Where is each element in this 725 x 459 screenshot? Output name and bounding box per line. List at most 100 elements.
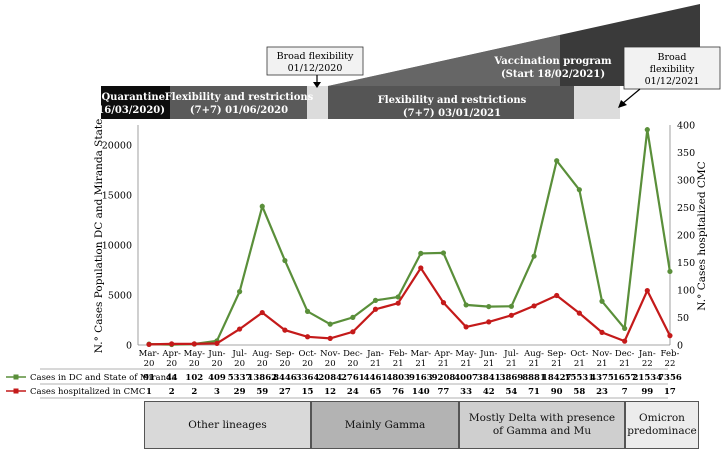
series-point-hospitalized	[508, 312, 514, 318]
table-cell: 23	[596, 387, 608, 397]
series-point-hospitalized	[146, 341, 152, 348]
x-tick-month: Jul-	[503, 349, 519, 359]
flex1-label-1: Flexibility and restrictions	[165, 92, 314, 103]
quarantine-label-2: (16/03/2020)	[93, 105, 165, 116]
table-cell: 4007	[454, 373, 478, 383]
x-tick-year: 20	[144, 359, 155, 369]
table-cell: 24	[347, 387, 359, 397]
table-cell: 8446	[273, 373, 297, 383]
data-table: Cases in DC and State of Miranda Cases h…	[6, 368, 668, 399]
series-point-hospitalized	[214, 340, 220, 346]
series-point-hospitalized	[395, 300, 401, 306]
y-tick-right-300: 300	[677, 176, 695, 187]
x-tick-year: 21	[619, 359, 630, 369]
table-cell: 3869	[500, 373, 524, 383]
flex2-label-1: Flexibility and restrictions	[378, 95, 527, 106]
series-point-hospitalized	[282, 327, 288, 333]
x-tick-month: Sep-	[275, 349, 294, 359]
series-point-hospitalized	[463, 324, 469, 330]
table-cell: 12	[324, 387, 336, 397]
y-tick-right-350: 350	[677, 148, 695, 159]
x-tick-year: 20	[302, 359, 313, 369]
series-point-hospitalized	[576, 310, 582, 316]
x-tick-month: May-	[184, 349, 206, 359]
table-cell: 409	[208, 373, 226, 383]
x-tick-month: Jun-	[479, 349, 497, 359]
broad1-gap	[307, 86, 328, 119]
series-point-hospitalized	[169, 341, 175, 347]
series-point-cases	[327, 321, 333, 327]
x-tick-year: 21	[438, 359, 449, 369]
x-tick-year: 21	[370, 359, 381, 369]
broad1-label-1: Broad flexibility	[277, 51, 354, 62]
series-point-cases	[599, 298, 605, 304]
broad2-label-1: Broad	[658, 52, 687, 63]
series-point-cases	[554, 158, 560, 164]
broad2-arrowhead	[618, 100, 627, 108]
x-tick-year: 20	[325, 359, 336, 369]
x-tick-year: 21	[461, 359, 472, 369]
table-cell: 58	[573, 387, 585, 397]
table-cell: 13862	[247, 373, 277, 383]
x-tick-year: 20	[166, 359, 177, 369]
series-point-hospitalized	[327, 335, 333, 341]
y-tick-left-20000: 20000	[102, 141, 132, 152]
table-cell: 3	[214, 387, 220, 397]
x-tick-month: May-	[455, 349, 477, 359]
table-cell: 8881	[522, 373, 546, 383]
x-tick-month: Apr-	[161, 349, 181, 359]
table-cell: 102	[185, 373, 203, 383]
table-cell: 2	[191, 387, 197, 397]
broad2-label-2: flexibility	[650, 64, 695, 75]
series-point-hospitalized	[304, 334, 311, 340]
table-cell: 9208	[432, 373, 456, 383]
x-tick-month: Nov-	[320, 349, 340, 359]
phase-timeline: Quarantine (16/03/2020) Flexibility and …	[93, 4, 721, 119]
series-point-cases	[576, 187, 582, 193]
x-tick-month: Apr-	[433, 349, 453, 359]
table-cell: 3364	[296, 373, 320, 383]
lineage-box: Omicron predominace	[625, 401, 699, 449]
x-tick-year: 20	[189, 359, 200, 369]
x-tick-year: 20	[234, 359, 245, 369]
x-tick-year: 21	[393, 359, 404, 369]
table-cell: 9163	[409, 373, 433, 383]
table-cell: 4461	[364, 373, 388, 383]
y-ticks-left: 0 5000 10000 15000 20000	[102, 141, 132, 352]
table-cell: 2084	[318, 373, 342, 383]
y-tick-right-250: 250	[677, 203, 695, 214]
x-tick-month: Oct-	[570, 349, 588, 359]
table-cell: 54	[505, 387, 517, 397]
table-cell: 42	[483, 387, 495, 397]
series-point-cases	[644, 127, 650, 133]
x-tick-month: Jun-	[207, 349, 225, 359]
lineage-box: Mostly Delta with presence of Gamma and …	[459, 401, 625, 449]
series-point-hospitalized	[486, 319, 492, 325]
vaccination-label-2: (Start 18/02/2021)	[501, 69, 605, 80]
x-tick-year: 22	[665, 359, 676, 369]
y-axis-label-right: N.° Cases hospitalized CMC	[696, 161, 708, 310]
series-layer	[146, 127, 673, 348]
series-point-cases	[282, 257, 288, 264]
table-cell: 15531	[565, 373, 595, 383]
table-legend-label-red: Cases hospitalized in CMC	[30, 387, 145, 397]
x-tick-month: Mar-	[410, 349, 431, 359]
table-cell: 17	[664, 387, 676, 397]
table-cell: 71	[528, 387, 540, 397]
quarantine-label-1: Quarantine	[101, 92, 165, 103]
table-cell: 76	[392, 387, 404, 397]
broad2-label-3: 01/12/2021	[645, 76, 700, 87]
series-point-hospitalized	[372, 306, 379, 312]
vaccination-label-1: Vaccination program	[493, 56, 612, 67]
table-legend-marker-red	[13, 388, 19, 394]
x-tick-month: Oct-	[299, 349, 317, 359]
lineage-box: Mainly Gamma	[311, 401, 459, 449]
table-legend-marker-green	[13, 374, 19, 380]
x-tick-month: Jul-	[231, 349, 247, 359]
vaccination-wedge-gradient	[328, 35, 560, 86]
x-tick-year: 20	[279, 359, 290, 369]
broad2-arrow	[621, 88, 641, 105]
table-cell: 3841	[477, 373, 501, 383]
series-point-cases	[372, 297, 379, 303]
table-cell: 77	[438, 387, 450, 397]
